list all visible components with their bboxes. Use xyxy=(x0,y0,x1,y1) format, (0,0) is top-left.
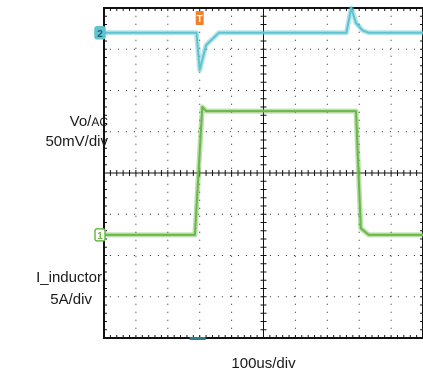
marker-layer: 2 1 T xyxy=(94,11,206,340)
trace-iinductor-name: I_inductor xyxy=(36,269,102,286)
trigger-marker-flag xyxy=(195,11,204,25)
trigger-marker-label: T xyxy=(197,14,203,25)
channel-marker-number: 2 xyxy=(97,29,103,40)
channel-marker-box xyxy=(94,228,106,242)
trace-iinductor xyxy=(104,106,423,236)
channel-marker-number: 1 xyxy=(97,231,103,242)
time-scale-label: 100us/div xyxy=(231,355,296,372)
trace-vo-scale: 50mV/div xyxy=(45,133,108,150)
channel-marker-1: 1 xyxy=(94,228,106,242)
time-reference-marker xyxy=(189,337,206,340)
trace-vo xyxy=(104,7,423,71)
channel-marker-2: 2 xyxy=(94,26,106,40)
trace-iinductor-scale: 5A/div xyxy=(50,291,92,308)
waveform-traces xyxy=(104,5,423,238)
trace-vo-name: Vo/AC xyxy=(69,113,108,130)
channel-marker-box xyxy=(94,26,106,40)
